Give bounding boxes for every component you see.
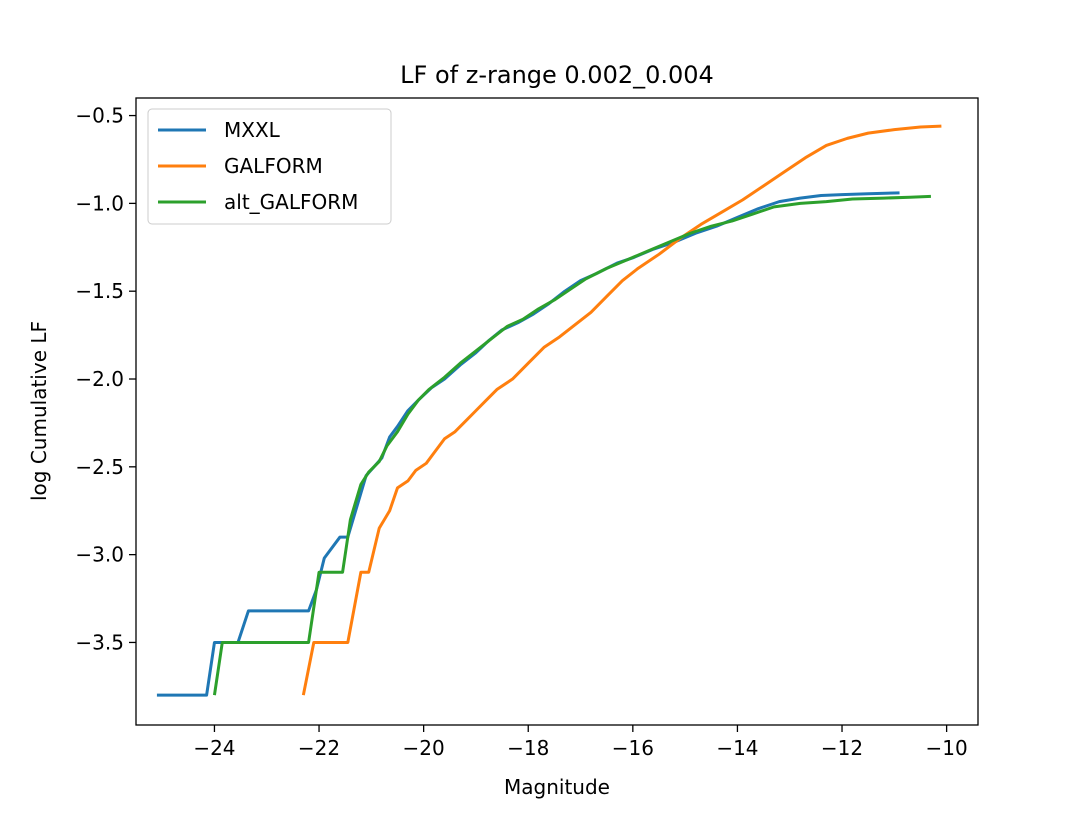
x-tick-label: −10	[926, 736, 968, 760]
y-tick-label: −3.5	[75, 630, 124, 654]
y-tick-label: −1.5	[75, 279, 124, 303]
legend-frame	[147, 108, 392, 225]
y-tick-label: −0.5	[75, 104, 124, 128]
series-line-galform	[301, 124, 942, 696]
chart-title: LF of z-range 0.002_0.004	[400, 61, 714, 89]
y-tick-label: −3.0	[75, 543, 124, 567]
y-tick-label: −2.5	[75, 455, 124, 479]
y-axis: −3.5 −3.0 −2.5 −2.0 −1.5 −1.0 −0.5	[75, 104, 136, 654]
y-axis-label: log Cumulative LF	[27, 321, 51, 501]
x-tick-label: −14	[716, 736, 758, 760]
y-tick-label: −2.0	[75, 367, 124, 391]
legend-label: alt_GALFORM	[224, 190, 358, 214]
x-tick-label: −18	[507, 736, 549, 760]
x-tick-label: −16	[612, 736, 654, 760]
axes-frame	[135, 97, 979, 726]
x-tick-label: −12	[821, 736, 863, 760]
x-tick-label: −20	[403, 736, 445, 760]
plot-series	[156, 124, 942, 697]
x-tick-label: −22	[298, 736, 340, 760]
y-tick-label: −1.0	[75, 191, 124, 215]
x-axis-label: Magnitude	[504, 775, 610, 799]
legend: MXXL GALFORM alt_GALFORM	[147, 108, 392, 225]
legend-label: MXXL	[224, 118, 281, 142]
x-axis: −24 −22 −20 −18 −16 −14 −12 −10	[193, 725, 968, 760]
legend-label: GALFORM	[224, 154, 323, 178]
x-tick-label: −24	[193, 736, 235, 760]
series-line-alt-galform	[212, 194, 931, 696]
